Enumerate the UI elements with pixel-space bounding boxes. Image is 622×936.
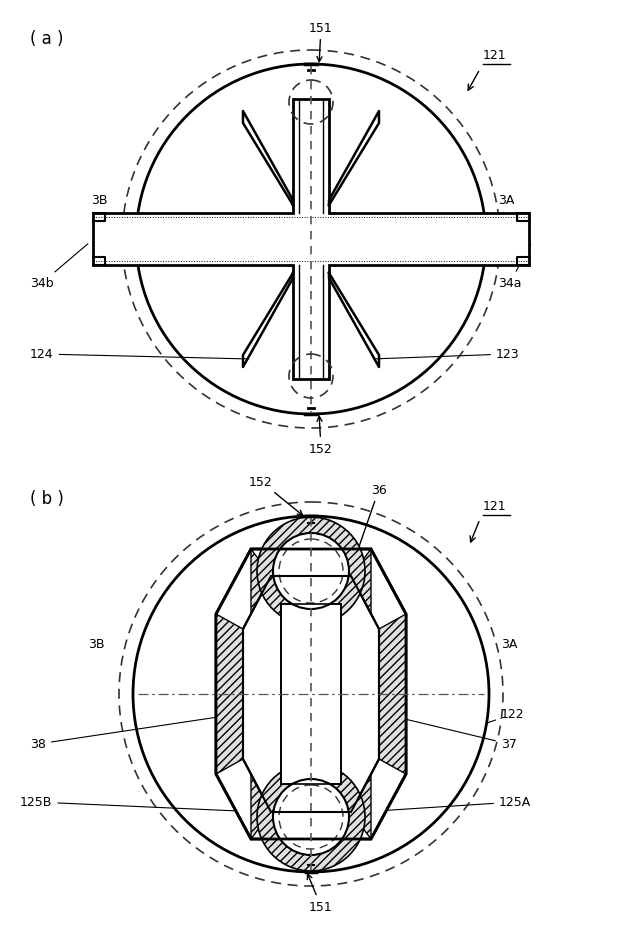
Bar — [281, 605, 341, 784]
Text: 34a: 34a — [498, 245, 531, 290]
Polygon shape — [216, 549, 271, 839]
Text: 123: 123 — [374, 348, 519, 361]
Text: 152: 152 — [309, 417, 333, 456]
Text: 125A: 125A — [364, 796, 531, 812]
Polygon shape — [351, 549, 406, 839]
Ellipse shape — [257, 763, 365, 871]
Text: 3A: 3A — [498, 194, 514, 206]
Text: 121: 121 — [483, 500, 507, 512]
Polygon shape — [243, 577, 379, 812]
Text: 3A: 3A — [501, 637, 518, 651]
Text: 152: 152 — [249, 475, 303, 516]
Text: 151: 151 — [309, 22, 333, 63]
Text: 125B: 125B — [20, 796, 258, 812]
Text: 34b: 34b — [30, 244, 88, 290]
Polygon shape — [216, 549, 406, 839]
Text: 121: 121 — [483, 49, 507, 62]
Bar — [281, 605, 341, 784]
Text: 37: 37 — [387, 715, 517, 751]
Text: 151: 151 — [307, 874, 333, 913]
Text: 3B: 3B — [91, 194, 108, 206]
Text: 122: 122 — [484, 229, 522, 245]
Circle shape — [273, 779, 349, 856]
Ellipse shape — [257, 518, 365, 625]
Text: ( b ): ( b ) — [30, 490, 64, 507]
Polygon shape — [93, 100, 529, 380]
Text: 124: 124 — [30, 348, 248, 361]
Text: ( a ): ( a ) — [30, 30, 63, 48]
Text: 36: 36 — [355, 484, 387, 557]
Text: 3B: 3B — [88, 637, 104, 651]
Text: 122: 122 — [486, 708, 524, 724]
Text: 38: 38 — [30, 715, 235, 751]
Circle shape — [273, 534, 349, 609]
